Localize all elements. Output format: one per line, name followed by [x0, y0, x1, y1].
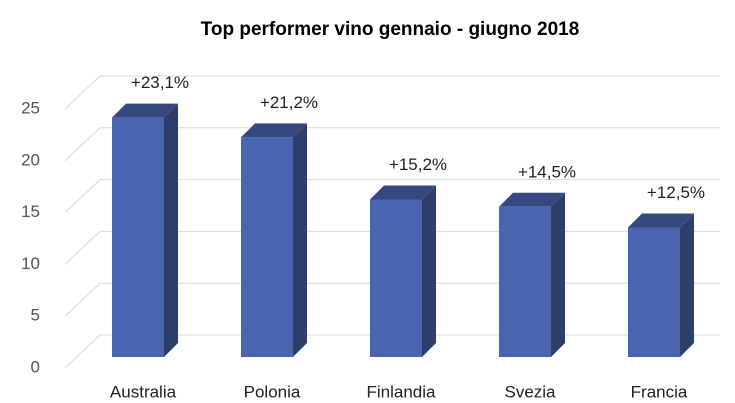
- bar-top: [241, 123, 307, 138]
- grid-line: [64, 179, 720, 213]
- bar-side: [551, 192, 565, 357]
- bar-front: [241, 137, 293, 357]
- y-tick-label: 15: [21, 202, 40, 221]
- bar-front: [112, 117, 164, 358]
- bar: [499, 192, 565, 357]
- grid-line: [64, 75, 720, 110]
- bar-side: [422, 185, 436, 357]
- bar: [241, 123, 307, 357]
- bar-side: [680, 213, 694, 357]
- bar-side: [164, 103, 178, 358]
- x-tick-label: Polonia: [244, 382, 301, 401]
- value-label: +15,2%: [389, 155, 447, 174]
- grid-line: [64, 127, 720, 162]
- y-tick-label: 0: [31, 357, 40, 376]
- y-tick-label: 25: [21, 98, 40, 117]
- bar-side: [293, 123, 307, 357]
- x-tick-label: Australia: [110, 382, 177, 401]
- bar-top: [370, 185, 436, 200]
- value-label: +14,5%: [518, 162, 576, 181]
- y-tick-label: 20: [21, 150, 40, 169]
- chart-title: Top performer vino gennaio - giugno 2018: [201, 19, 580, 40]
- bar-front: [499, 206, 551, 357]
- x-tick-label: Francia: [631, 382, 688, 401]
- bar-top: [112, 103, 178, 118]
- y-tick-label: 5: [31, 306, 40, 325]
- bar: [370, 185, 436, 357]
- bar: [112, 103, 178, 358]
- x-tick-label: Finlandia: [367, 382, 437, 401]
- x-tick-label: Svezia: [504, 382, 556, 401]
- value-label: +21,2%: [260, 93, 318, 112]
- y-tick-label: 10: [21, 254, 40, 273]
- bar-top: [499, 192, 565, 207]
- bar-front: [370, 199, 422, 357]
- bar-top: [628, 213, 694, 228]
- value-label: +23,1%: [131, 73, 189, 92]
- bar-front: [628, 227, 680, 357]
- value-label: +12,5%: [647, 183, 705, 202]
- bar: [628, 213, 694, 357]
